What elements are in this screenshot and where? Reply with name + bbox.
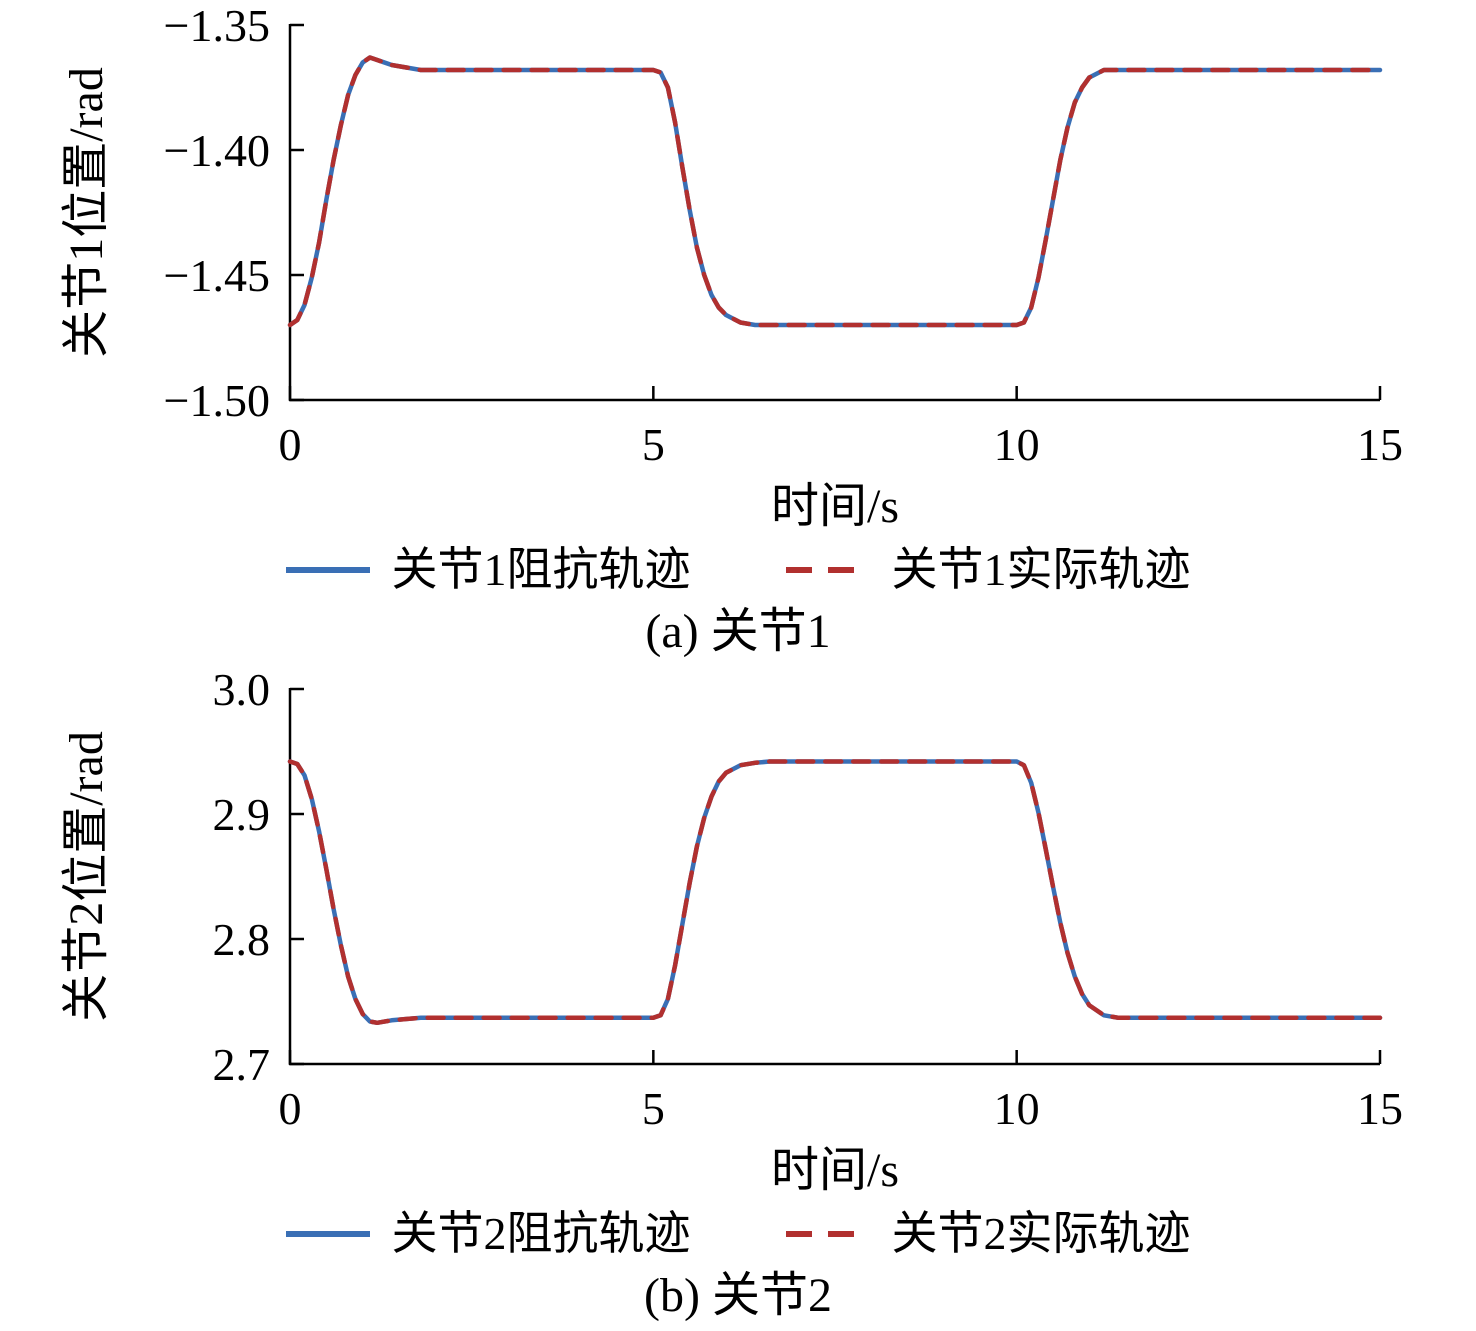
chart-b-caption: (b) 关节2 (644, 1269, 832, 1322)
chart-a-section: −1.50 −1.45 −1.40 −1.35 0 5 10 15 关节1位置/rad 时间/s … (0, 0, 1476, 664)
impedance-line-sample (285, 567, 370, 573)
impedance-line-sample (285, 1231, 370, 1237)
svg-text:关节1位置/rad: 关节1位置/rad (60, 67, 113, 358)
svg-text:−1.40: −1.40 (164, 125, 270, 176)
actual-line-sample (785, 1231, 870, 1237)
svg-text:0: 0 (279, 419, 302, 470)
svg-text:−1.50: −1.50 (164, 375, 270, 426)
legend-label: 关节1阻抗轨迹 (391, 544, 691, 595)
svg-text:时间/s: 时间/s (771, 480, 899, 533)
chart-a-legend: 关节1阻抗轨迹 关节1实际轨迹 (0, 534, 1476, 606)
svg-text:2.7: 2.7 (213, 1039, 271, 1090)
chart-b-section: 2.7 2.8 2.9 3.0 0 5 10 15 关节2位置/rad 时间/s 关节2阻抗轨迹 … (0, 664, 1476, 1328)
actual-line-sample (785, 567, 870, 573)
svg-text:5: 5 (642, 1083, 665, 1134)
svg-text:10: 10 (994, 419, 1040, 470)
legend-item-impedance: 关节1阻抗轨迹 (285, 534, 691, 606)
chart-a-plot: −1.50 −1.45 −1.40 −1.35 0 5 10 15 关节1位置/rad 时间/s (60, 0, 1403, 533)
svg-text:15: 15 (1357, 419, 1403, 470)
legend-item-impedance: 关节2阻抗轨迹 (285, 1198, 691, 1270)
svg-text:10: 10 (994, 1083, 1040, 1134)
legend-label: 关节1实际轨迹 (891, 544, 1191, 595)
chart-a-caption: (a) 关节1 (645, 605, 831, 658)
chart-b-legend: 关节2阻抗轨迹 关节2实际轨迹 (0, 1198, 1476, 1270)
legend-label: 关节2实际轨迹 (891, 1208, 1191, 1259)
legend-item-actual: 关节1实际轨迹 (785, 534, 1191, 606)
svg-text:关节2位置/rad: 关节2位置/rad (60, 731, 113, 1022)
svg-text:0: 0 (279, 1083, 302, 1134)
svg-text:5: 5 (642, 419, 665, 470)
chart-b-plot: 2.7 2.8 2.9 3.0 0 5 10 15 关节2位置/rad 时间/s (60, 664, 1403, 1197)
legend-label: 关节2阻抗轨迹 (391, 1208, 691, 1259)
svg-text:−1.45: −1.45 (164, 250, 270, 301)
svg-text:3.0: 3.0 (213, 664, 271, 715)
svg-text:2.9: 2.9 (213, 789, 271, 840)
svg-text:−1.35: −1.35 (164, 0, 270, 51)
svg-text:15: 15 (1357, 1083, 1403, 1134)
legend-item-actual: 关节2实际轨迹 (785, 1198, 1191, 1270)
svg-text:时间/s: 时间/s (771, 1144, 899, 1197)
svg-text:2.8: 2.8 (213, 914, 271, 965)
